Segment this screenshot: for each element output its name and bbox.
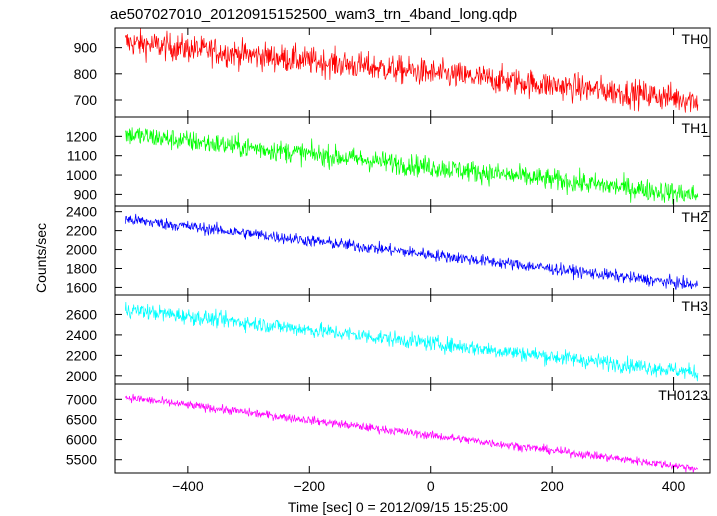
y-tick-label: 2400 bbox=[66, 327, 97, 343]
y-tick-label: 700 bbox=[74, 92, 98, 108]
y-tick-label: 1800 bbox=[66, 260, 97, 276]
y-tick-label: 2200 bbox=[66, 347, 97, 363]
x-tick-label: 400 bbox=[662, 478, 686, 494]
panel-frame bbox=[114, 383, 711, 474]
panel-group: 700 800 900 TH0 900 1000 1100 1200 TH1 1600 1800 20… bbox=[66, 27, 711, 494]
x-axis-label: Time [sec] 0 = 2012/09/15 15:25:00 bbox=[288, 499, 508, 515]
y-tick-label: 1200 bbox=[66, 128, 97, 144]
y-tick-label: 6000 bbox=[66, 432, 97, 448]
y-tick-label: 900 bbox=[74, 186, 98, 202]
series-th2 bbox=[124, 213, 699, 290]
y-tick-label: 5500 bbox=[66, 452, 97, 468]
y-tick-label: 2600 bbox=[66, 306, 97, 322]
panel-label: TH3 bbox=[682, 298, 709, 314]
chart-title: ae507027010_20120915152500_wam3_trn_4ban… bbox=[110, 6, 517, 23]
panel-label: TH0 bbox=[682, 31, 709, 47]
x-tick-label: −200 bbox=[294, 478, 326, 494]
series-th0 bbox=[124, 28, 699, 113]
y-tick-label: 2400 bbox=[66, 204, 97, 220]
series-th0123 bbox=[125, 393, 699, 473]
x-tick-label: 0 bbox=[427, 478, 435, 494]
panel-label: TH1 bbox=[682, 120, 709, 136]
y-tick-label: 1100 bbox=[67, 148, 97, 164]
y-tick-label: 2200 bbox=[66, 223, 97, 239]
panel-label: TH0123 bbox=[658, 387, 708, 403]
panel-label: TH2 bbox=[682, 209, 709, 225]
y-axis-label: Counts/sec bbox=[33, 223, 49, 293]
y-tick-label: 2000 bbox=[66, 242, 97, 258]
y-tick-label: 1000 bbox=[66, 167, 97, 183]
series-th3 bbox=[124, 301, 699, 382]
y-tick-label: 900 bbox=[74, 40, 98, 56]
y-tick-label: 800 bbox=[74, 66, 98, 82]
y-tick-label: 6500 bbox=[66, 411, 97, 427]
x-tick-label: −400 bbox=[172, 478, 204, 494]
y-tick-label: 7000 bbox=[66, 391, 97, 407]
y-tick-label: 1600 bbox=[66, 279, 97, 295]
series-th1 bbox=[124, 127, 699, 205]
x-tick-label: 200 bbox=[540, 478, 564, 494]
y-tick-label: 2000 bbox=[66, 368, 97, 384]
